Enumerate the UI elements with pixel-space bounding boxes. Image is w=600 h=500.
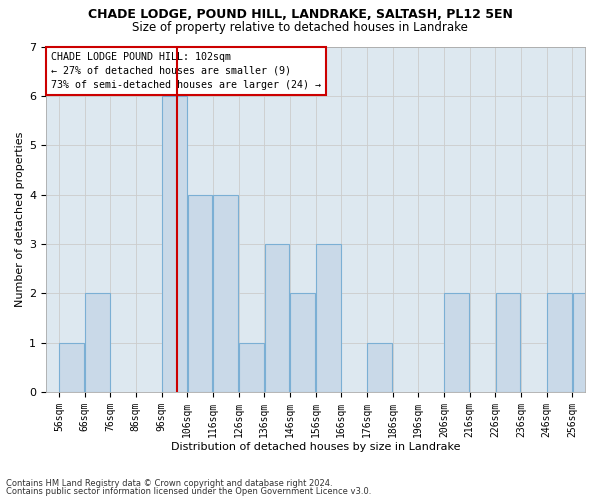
Text: Contains HM Land Registry data © Crown copyright and database right 2024.: Contains HM Land Registry data © Crown c… bbox=[6, 478, 332, 488]
Bar bbox=[162, 96, 187, 392]
Bar bbox=[316, 244, 341, 392]
Bar bbox=[496, 294, 520, 392]
Bar bbox=[290, 294, 315, 392]
Text: CHADE LODGE POUND HILL: 102sqm
← 27% of detached houses are smaller (9)
73% of s: CHADE LODGE POUND HILL: 102sqm ← 27% of … bbox=[52, 52, 322, 90]
Text: CHADE LODGE, POUND HILL, LANDRAKE, SALTASH, PL12 5EN: CHADE LODGE, POUND HILL, LANDRAKE, SALTA… bbox=[88, 8, 512, 20]
Bar bbox=[547, 294, 572, 392]
Bar bbox=[367, 342, 392, 392]
Bar bbox=[188, 194, 212, 392]
Bar bbox=[85, 294, 110, 392]
X-axis label: Distribution of detached houses by size in Landrake: Distribution of detached houses by size … bbox=[171, 442, 460, 452]
Bar bbox=[265, 244, 289, 392]
Bar bbox=[59, 342, 84, 392]
Y-axis label: Number of detached properties: Number of detached properties bbox=[15, 132, 25, 307]
Text: Contains public sector information licensed under the Open Government Licence v3: Contains public sector information licen… bbox=[6, 487, 371, 496]
Bar bbox=[572, 294, 598, 392]
Bar bbox=[444, 294, 469, 392]
Bar bbox=[213, 194, 238, 392]
Bar bbox=[239, 342, 264, 392]
Text: Size of property relative to detached houses in Landrake: Size of property relative to detached ho… bbox=[132, 21, 468, 34]
